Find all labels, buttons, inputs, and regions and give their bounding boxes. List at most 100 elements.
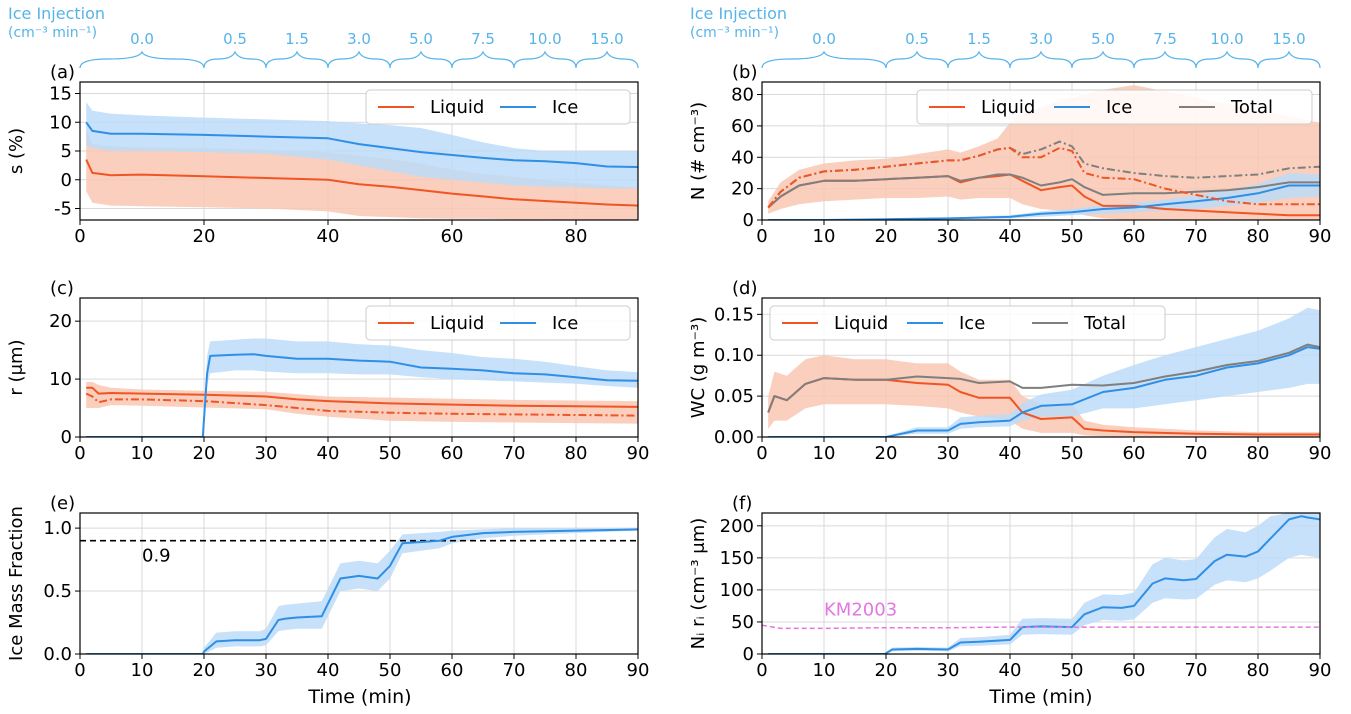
x-tick-label: 80 xyxy=(565,660,588,681)
series-line-liquid-dashdot xyxy=(85,392,638,417)
x-tick-label: 80 xyxy=(1247,226,1270,247)
y-tick-label: 0 xyxy=(743,210,754,231)
legend-label-total: Total xyxy=(1083,313,1126,334)
y-tick-label: 0 xyxy=(743,644,754,665)
x-tick-label: 20 xyxy=(875,443,898,464)
y-tick-label: 80 xyxy=(731,85,754,106)
injection-rate-label: 3.0 xyxy=(1029,30,1053,48)
panel-e: 0.9 0 10 20 30 40 50 60 70 80 90 0.0 0.5 1.0 (e) Ice Ma… xyxy=(6,493,649,681)
panel-letter: (f) xyxy=(732,493,752,514)
injection-brace xyxy=(389,50,453,69)
injection-units-left: (cm⁻³ min⁻¹) xyxy=(8,25,97,41)
y-axis-label: N (# cm⁻³) xyxy=(688,102,709,200)
legend: Liquid Ice Total xyxy=(916,89,1313,125)
x-tick-label: 20 xyxy=(193,443,216,464)
axes-frame xyxy=(761,81,1321,221)
injection-brace xyxy=(1071,50,1135,69)
x-tick-label: 80 xyxy=(1247,443,1270,464)
legend-box xyxy=(365,305,631,341)
injection-rate-label: 0.5 xyxy=(905,30,929,48)
legend-label-liquid: Liquid xyxy=(981,97,1035,118)
plot-area xyxy=(767,307,1320,437)
injection-label-left: Ice Injection (cm⁻³ min⁻¹) xyxy=(8,4,105,41)
x-tick-label: 70 xyxy=(1185,226,1208,247)
legend-label-ice: Ice xyxy=(552,313,578,334)
x-tick-label: 60 xyxy=(1123,660,1146,681)
legend-label-total: Total xyxy=(1230,97,1273,118)
injection-brace xyxy=(327,50,391,69)
plot-area xyxy=(80,528,638,654)
x-tick-label: 90 xyxy=(1309,443,1332,464)
injection-rate-label: 3.0 xyxy=(347,30,371,48)
injection-units-right: (cm⁻³ min⁻¹) xyxy=(690,25,779,41)
x-tick-label: 30 xyxy=(937,443,960,464)
x-axis-label-right: Time (min) xyxy=(988,686,1092,708)
y-axis-label: Nᵢ rᵢ (cm⁻³ μm) xyxy=(688,518,709,650)
x-tick-label: 0 xyxy=(756,226,767,247)
panel-c: 0 10 20 30 40 50 60 70 80 90 0 10 20 (c) r (μm) Liquid I… xyxy=(6,278,649,464)
injection-brace xyxy=(265,50,329,69)
x-tick-label: 30 xyxy=(937,660,960,681)
injection-title-right: Ice Injection xyxy=(690,4,787,23)
injection-brace xyxy=(1195,50,1259,69)
x-tick-label: 60 xyxy=(1123,226,1146,247)
legend: Liquid Ice Total xyxy=(769,305,1166,341)
x-tick-label: 10 xyxy=(813,660,836,681)
x-tick-label: 0 xyxy=(74,443,85,464)
axes-frame xyxy=(761,512,1321,655)
legend-box xyxy=(769,305,1166,341)
y-tick-label: 10 xyxy=(49,369,72,390)
x-tick-label: 10 xyxy=(131,660,154,681)
injection-brace xyxy=(203,50,267,69)
y-tick-label: 60 xyxy=(731,116,754,137)
x-tick-label: 40 xyxy=(999,226,1022,247)
injection-rate-label: 7.5 xyxy=(1153,30,1177,48)
panel-letter: (d) xyxy=(732,278,757,299)
y-tick-label: 40 xyxy=(731,147,754,168)
panel-letter: (b) xyxy=(732,62,757,83)
y-tick-label: 0.5 xyxy=(43,581,72,602)
x-tick-label: 70 xyxy=(1185,443,1208,464)
x-tick-label: 40 xyxy=(999,443,1022,464)
y-tick-label: 0 xyxy=(61,427,72,448)
y-tick-label: 0.0 xyxy=(43,644,72,665)
y-tick-label: 10 xyxy=(49,112,72,133)
y-tick-label: 15 xyxy=(49,84,72,105)
legend-label-ice: Ice xyxy=(959,313,985,334)
x-tick-label: 40 xyxy=(317,660,340,681)
series-line-ice xyxy=(768,515,1320,654)
injection-brace xyxy=(513,50,577,69)
panel-d: 0 10 20 30 40 50 60 70 80 90 0.00 0.05 0.10 0.15 (d) WC… xyxy=(688,278,1331,464)
plot-area xyxy=(85,102,638,220)
legend-label-liquid: Liquid xyxy=(834,313,888,334)
injection-brace xyxy=(575,50,639,69)
x-tick-label: 50 xyxy=(379,443,402,464)
x-tick-label: 0 xyxy=(756,660,767,681)
legend-label-ice: Ice xyxy=(552,97,578,118)
series-line-liquid xyxy=(86,386,638,408)
series-line-total xyxy=(767,343,1320,413)
panel-letter: (c) xyxy=(50,278,74,299)
x-tick-label: 50 xyxy=(1061,443,1084,464)
axes-frame xyxy=(79,512,639,655)
band-ice xyxy=(768,513,1320,654)
legend-label-ice: Ice xyxy=(1106,97,1132,118)
x-tick-label: 60 xyxy=(441,660,464,681)
x-tick-label: 50 xyxy=(1061,226,1084,247)
x-tick-label: 40 xyxy=(999,660,1022,681)
series-line-ice xyxy=(768,184,1320,220)
x-tick-label: 90 xyxy=(627,660,650,681)
x-tick-label: 40 xyxy=(317,226,340,247)
x-tick-label: 80 xyxy=(1247,660,1270,681)
injection-brace xyxy=(1009,50,1073,69)
legend: Liquid Ice xyxy=(365,305,631,341)
y-tick-label: 20 xyxy=(731,179,754,200)
x-tick-label: 20 xyxy=(193,226,216,247)
x-tick-label: 30 xyxy=(937,226,960,247)
x-tick-label: 0 xyxy=(74,226,85,247)
y-tick-label: 1.0 xyxy=(43,518,72,539)
plot-area xyxy=(762,513,1320,654)
x-tick-label: 30 xyxy=(255,660,278,681)
x-tick-label: 70 xyxy=(503,660,526,681)
